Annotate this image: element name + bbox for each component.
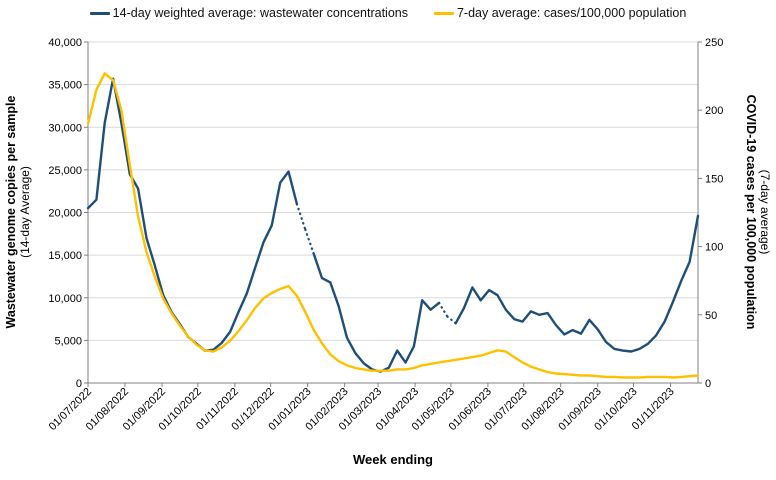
y-axis-right-tick-label: 200 [705,105,723,117]
series-line-left [86,77,700,373]
wastewater-line-swatch-icon [89,11,110,15]
y-axis-left-tick-label: 40,000 [48,37,82,49]
y-axis-right-tick-label: 0 [705,378,711,390]
legend-item-cases: 7-day average: cases/100,000 population [433,6,687,20]
plot-area: 0 5,000 10,000 15,000 20,000 25,000 30,000 35,0… [47,37,724,433]
y-axis-left-tick-label: 20,000 [48,208,82,220]
series-line-dotted-left [295,202,457,325]
y-axis-right-tick-label: 250 [705,37,723,49]
legend-item-wastewater: 14-day weighted average: wastewater conc… [89,6,408,20]
y-axis-left-tick-label: 5,000 [54,335,82,347]
y-axis-left-tick-label: 10,000 [48,293,82,305]
y-axis-left-title: Wastewater genome copies per sample (14-… [4,95,32,328]
y-axis-left-tick-label: 35,000 [48,80,82,92]
legend: 14-day weighted average: wastewater conc… [0,6,776,20]
y-axis-right-tick-label: 150 [705,173,723,185]
y-axis-left-subtitle-text: (14-day Average) [18,166,32,258]
y-axis-left-title-text: Wastewater genome copies per sample [4,95,18,328]
legend-label-wastewater: 14-day weighted average: wastewater conc… [112,6,408,20]
y-axis-left-tick-label: 30,000 [48,122,82,134]
y-axis-left-tick-label: 25,000 [48,165,82,177]
legend-label-cases: 7-day average: cases/100,000 population [456,6,687,20]
y-axis-right-title-text: COVID-19 cases per 100,000 population [744,95,758,330]
y-axis-right-tick-label: 100 [705,242,723,254]
y-axis-right-title: COVID-19 cases per 100,000 population (7… [744,95,772,330]
cases-line-swatch-icon [433,11,454,15]
y-axis-left-tick-label: 0 [76,378,82,390]
y-axis-left-tick-label: 15,000 [48,250,82,262]
y-axis-right-tick-label: 50 [705,310,717,322]
y-axis-right-subtitle-text: (7-day average) [758,170,772,255]
x-axis-title: Week ending [353,452,433,467]
series-line-right [86,72,700,379]
